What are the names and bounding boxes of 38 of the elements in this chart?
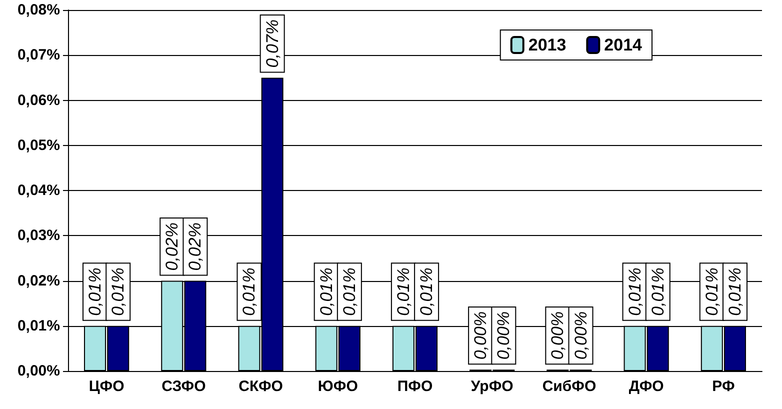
x-tick-label: СЗФО — [162, 378, 206, 395]
data-label: 0,01% — [725, 268, 744, 316]
data-label: 0,01% — [417, 268, 436, 316]
data-label: 0,01% — [702, 268, 722, 316]
data-label: 0,01% — [108, 268, 128, 316]
y-tick-label: 0,03% — [17, 227, 60, 244]
data-label: 0,00% — [548, 311, 568, 360]
x-tick-label: СКФО — [238, 378, 284, 395]
data-label: 0,00% — [571, 311, 590, 360]
data-label: 0,01% — [394, 268, 413, 316]
data-label: 0,01% — [240, 268, 259, 316]
x-tick-label: ДФО — [628, 378, 664, 395]
x-tick-label: СибФО — [542, 378, 596, 395]
x-tick-label: ЦФО — [88, 378, 125, 395]
data-label: 0,01% — [86, 268, 105, 316]
data-label: 0,00% — [471, 311, 490, 360]
y-tick-label: 0,02% — [17, 272, 60, 290]
y-tick-label: 0,08% — [17, 2, 60, 18]
y-tick-label: 0,06% — [17, 92, 60, 109]
legend-label: 2014 — [604, 36, 643, 54]
data-label: 0,00% — [494, 311, 514, 360]
data-label: 0,02% — [162, 222, 182, 271]
y-tick-label: 0,05% — [17, 136, 60, 154]
x-tick-label: РФ — [712, 378, 735, 395]
y-tick-label: 0,00% — [17, 362, 60, 380]
data-label: 0,07% — [262, 19, 282, 68]
data-label: 0,01% — [340, 268, 359, 316]
data-label: 0,02% — [186, 222, 205, 271]
y-tick-label: 0,04% — [17, 182, 60, 199]
x-tick-label: ЮФО — [318, 378, 358, 395]
x-tick-label: ПФО — [397, 378, 433, 395]
y-tick-label: 0,01% — [17, 317, 60, 334]
y-tick-label: 0,07% — [17, 46, 60, 64]
data-label: 0,01% — [648, 268, 668, 316]
data-label: 0,01% — [625, 268, 644, 316]
data-label: 0,01% — [316, 268, 336, 316]
x-tick-label: УрФО — [470, 378, 514, 395]
legend-label: 2013 — [528, 36, 566, 54]
